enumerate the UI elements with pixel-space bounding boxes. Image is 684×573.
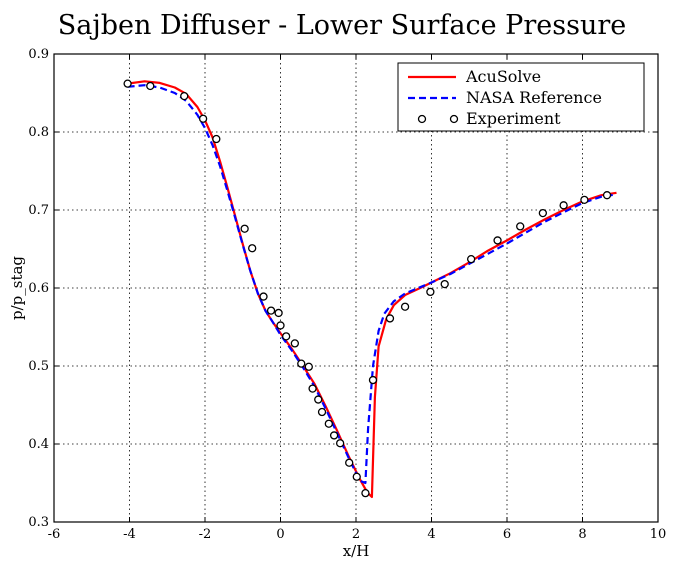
data-point: [385, 314, 395, 323]
plot-frame: [53, 53, 659, 523]
legend: AcuSolve NASA Reference Experiment: [397, 62, 645, 132]
data-point: [538, 208, 548, 218]
x-tick-label: 10: [650, 527, 667, 542]
data-point: [329, 431, 339, 440]
data-point: [361, 488, 370, 498]
x-tick-label: -2: [199, 527, 212, 542]
y-axis-label: p/p_stag: [8, 256, 26, 320]
legend-label: AcuSolve: [465, 67, 541, 86]
y-tick-label: 0.5: [28, 359, 49, 374]
data-point: [324, 419, 333, 428]
data-point: [123, 79, 132, 88]
data-point: [335, 439, 345, 448]
data-point: [282, 332, 291, 341]
chart-title: Sajben Diffuser - Lower Surface Pressure: [58, 10, 626, 41]
legend-marker: [417, 114, 427, 124]
x-axis-label: x/H: [343, 542, 370, 560]
data-point: [297, 359, 306, 368]
data-point: [580, 195, 589, 205]
legend-label: Experiment: [466, 109, 561, 128]
data-point: [314, 395, 323, 404]
data-point: [352, 472, 361, 481]
legend-label: NASA Reference: [466, 88, 602, 107]
data-point: [559, 201, 568, 210]
data-point: [266, 306, 276, 315]
data-point: [146, 81, 155, 91]
x-tick-label: 8: [578, 527, 586, 542]
data-point: [466, 254, 476, 264]
legend-marker: [449, 114, 459, 124]
data-point: [317, 407, 327, 417]
data-point: [259, 292, 268, 301]
series-nasa-reference-line: [127, 84, 617, 485]
data-point: [602, 191, 612, 200]
data-point: [308, 384, 317, 393]
data-point: [440, 279, 449, 289]
x-tick-label: -4: [123, 527, 136, 542]
data-point: [304, 362, 313, 371]
y-tick-label: 0.6: [28, 281, 49, 296]
x-tick-label: 4: [427, 527, 435, 542]
data-point: [198, 114, 208, 123]
data-point: [368, 375, 378, 385]
data-point: [400, 302, 410, 311]
y-tick-label: 0.8: [28, 125, 49, 140]
series-experiment: [123, 79, 612, 498]
data-point: [426, 287, 435, 297]
x-tick-label: 2: [352, 527, 360, 542]
data-point: [180, 91, 189, 101]
data-point: [274, 308, 283, 318]
y-tick-label: 0.4: [28, 437, 49, 452]
data-point: [516, 222, 525, 231]
data-point: [290, 339, 299, 348]
series-acusolve-line: [127, 80, 617, 499]
data-point: [248, 244, 257, 253]
legend-box: [397, 62, 645, 132]
data-point: [212, 134, 221, 144]
data-point: [276, 321, 285, 330]
data-point: [240, 224, 249, 233]
x-tick-label: -6: [48, 527, 61, 542]
data-point: [345, 458, 354, 467]
tick-labels: -6 -4 -2 0 2 4 6 8 10 0.3 0.4 0.5 0.6 0.7 0.8 0.9: [28, 47, 666, 542]
x-tick-label: 0: [276, 527, 284, 542]
y-tick-label: 0.3: [28, 515, 49, 530]
y-tick-label: 0.7: [28, 203, 49, 218]
y-tick-label: 0.9: [28, 47, 49, 62]
x-tick-label: 6: [503, 527, 511, 542]
data-point: [493, 236, 502, 245]
series-layer: [123, 79, 617, 499]
